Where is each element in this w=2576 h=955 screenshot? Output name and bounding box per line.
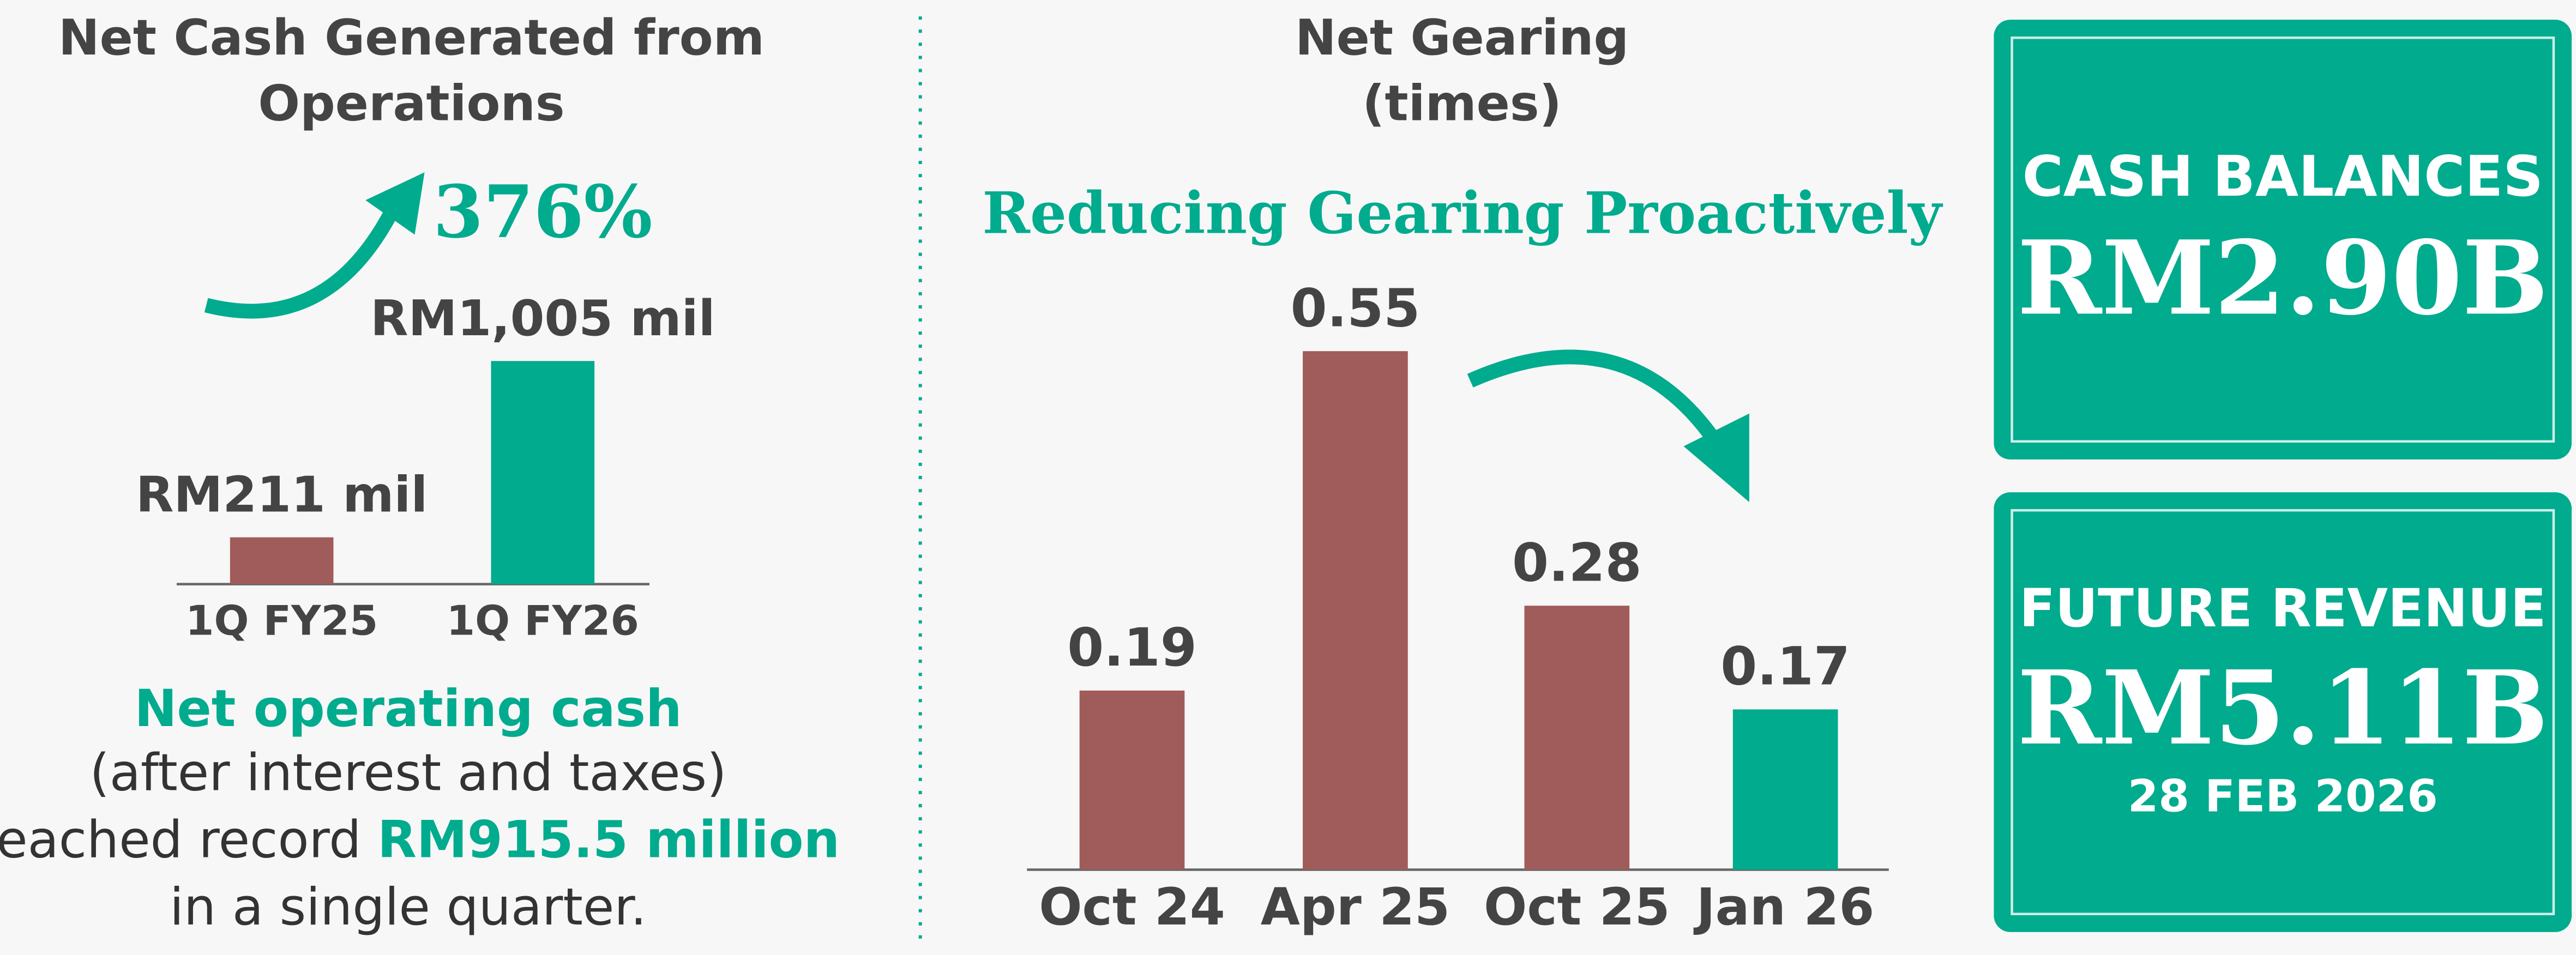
card-border [2011,509,2555,915]
chart-subtitle: (times) [1362,75,1562,132]
annotation: Reducing Gearing Proactively [982,179,1943,246]
value-label: RM1,005 mil [370,290,715,347]
x-tick-label: Apr 25 [1261,878,1450,937]
bar [1524,606,1630,870]
value-label: 0.17 [1720,636,1850,697]
card-value: RM5.11B [2017,649,2548,768]
bar [1079,690,1185,870]
x-tick-label: 1Q FY25 [185,596,378,644]
card-date: 28 FEB 2026 [2128,771,2438,822]
x-tick-label: Jan 26 [1693,878,1874,937]
bar [1732,709,1838,870]
card-border [2011,36,2555,443]
card [1994,492,2572,932]
card-value: RM2.90B [2017,219,2548,338]
card-label: CASH BALANCES [2023,144,2543,209]
note-highlight: Net operating cash [134,679,682,739]
note-line: reached record RM915.5 million [0,811,840,870]
annotation: 376% [433,170,652,255]
x-tick-label: Oct 25 [1484,878,1670,937]
note-text: reached record [0,811,361,870]
bar [1303,351,1408,870]
x-tick-label: 1Q FY26 [447,596,639,644]
bar [491,361,595,584]
card [1994,20,2572,460]
card-label: FUTURE REVENUE [2019,578,2546,639]
arrow-head [1683,413,1749,503]
bar [230,537,334,584]
note-value: RM915.5 million [377,811,840,870]
value-label: 0.19 [1067,617,1197,678]
chart-title: Operations [258,75,564,132]
x-tick-label: Oct 24 [1039,878,1225,937]
arrow [1467,349,1723,448]
arrow [204,202,402,319]
value-label: RM211 mil [136,466,428,523]
value-label: 0.55 [1291,277,1421,339]
note-line: (after interest and taxes) [89,743,726,802]
chart-title: Net Cash Generated from [58,9,765,67]
note-line: in a single quarter. [170,878,647,937]
chart-title: Net Gearing [1295,9,1629,67]
value-label: 0.28 [1512,532,1642,593]
arrow-head [365,172,425,235]
